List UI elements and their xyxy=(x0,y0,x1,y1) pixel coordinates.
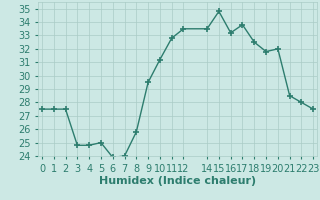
X-axis label: Humidex (Indice chaleur): Humidex (Indice chaleur) xyxy=(99,176,256,186)
